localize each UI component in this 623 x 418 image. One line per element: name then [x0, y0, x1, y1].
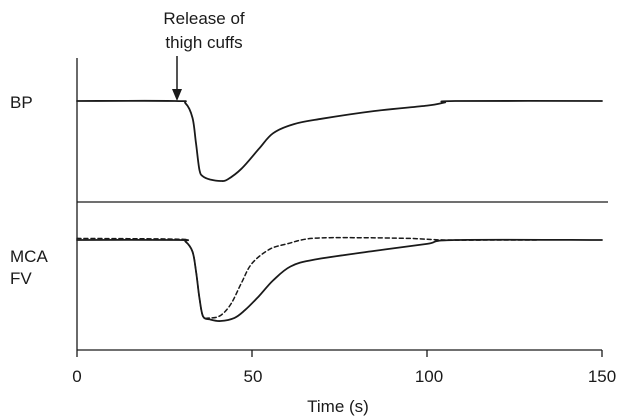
x-tick-label-100: 100	[415, 367, 443, 386]
annotation-line-1: Release of	[163, 9, 245, 28]
x-axis-ticks	[76, 350, 603, 357]
panel-label-mca-fv-line-1: MCA	[10, 247, 48, 266]
annotation-arrow-head	[172, 89, 182, 101]
x-axis-title: Time (s)	[307, 397, 369, 416]
x-tick-label-50: 50	[244, 367, 263, 386]
x-tick-label-0: 0	[72, 367, 81, 386]
mca-fv-trace-solid	[76, 238, 603, 322]
mca-fv-trace-dashed	[76, 236, 540, 320]
x-tick-label-150: 150	[588, 367, 616, 386]
panel-label-mca-fv-line-2: FV	[10, 269, 32, 288]
annotation-line-2: thigh cuffs	[165, 33, 242, 52]
traces-group	[76, 99, 603, 322]
panel-label-bp: BP	[10, 93, 33, 112]
bp-trace-solid	[76, 99, 603, 182]
